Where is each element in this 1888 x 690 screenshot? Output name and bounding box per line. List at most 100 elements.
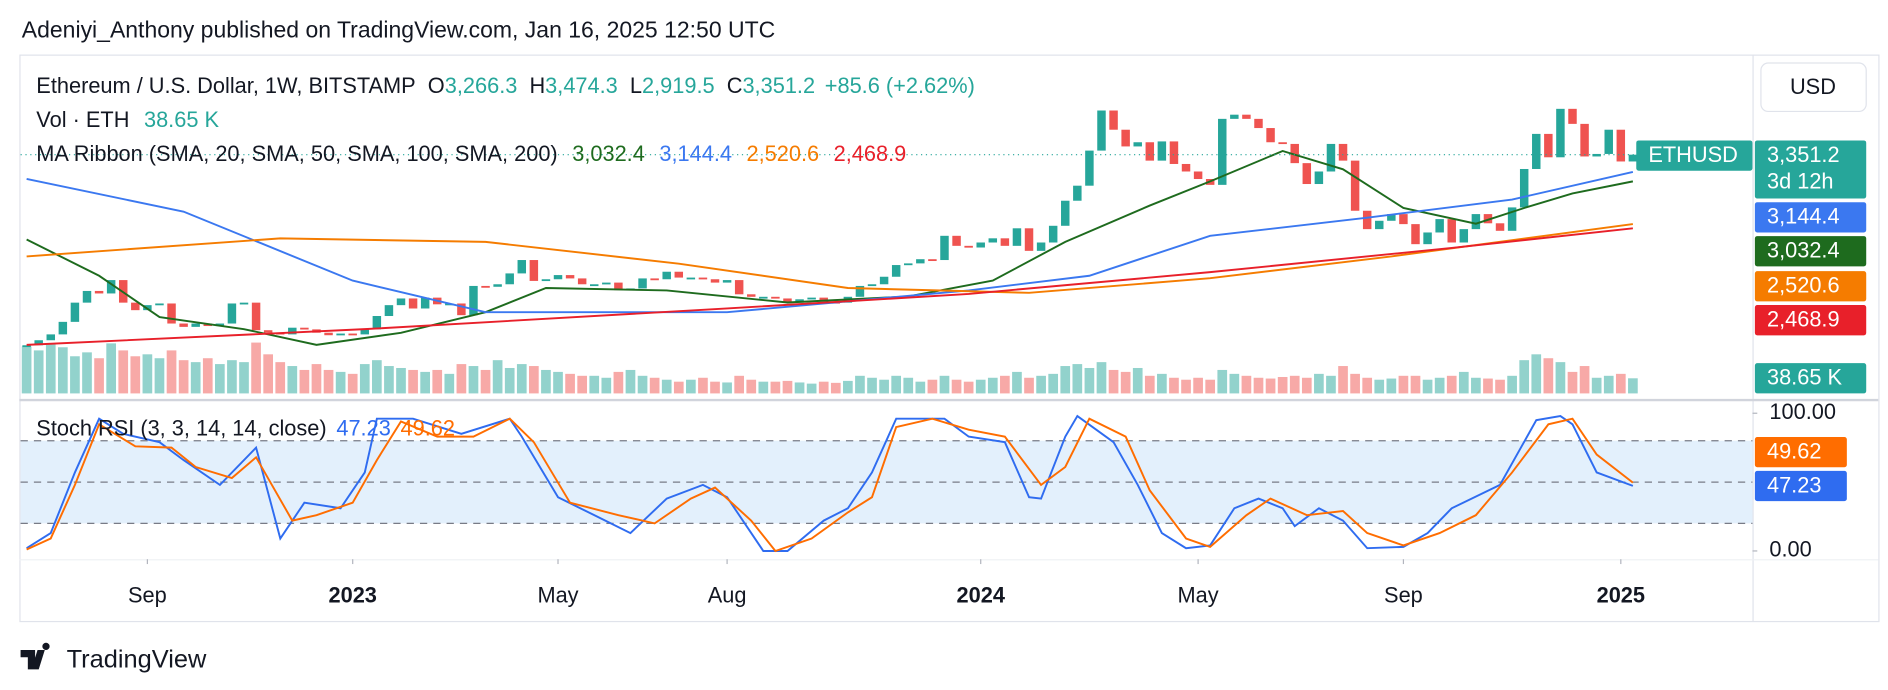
candle-body — [1048, 225, 1058, 243]
volume-bar — [830, 382, 841, 394]
stoch-name: Stoch RSI (3, 3, 14, 14, close) — [36, 415, 326, 440]
brand-name: TradingView — [67, 646, 207, 674]
currency-label[interactable]: USD — [1790, 74, 1836, 99]
candle-body — [1387, 214, 1396, 221]
volume-bar — [1241, 375, 1252, 394]
candle-body — [988, 238, 998, 243]
volume-bar — [130, 356, 141, 394]
volume-bar — [1579, 366, 1590, 394]
candle-body — [614, 282, 623, 291]
volume-bar — [1277, 376, 1288, 394]
candle-body — [288, 327, 297, 335]
candle-body — [1109, 110, 1118, 130]
volume-bar — [420, 371, 431, 394]
candle-body — [1193, 171, 1203, 180]
symbol-badge — [1636, 140, 1753, 171]
currency-button[interactable] — [1760, 62, 1867, 113]
stoch-value: 47.23 — [336, 415, 390, 440]
candle-body — [1519, 168, 1529, 208]
volume-bar — [722, 382, 732, 394]
candle-body — [1338, 143, 1348, 161]
change-percent: (+2.62%) — [886, 73, 975, 98]
volume-bar — [263, 354, 273, 394]
volume-bar — [1471, 377, 1481, 394]
candle-body — [1580, 123, 1589, 157]
ma-name: MA Ribbon (SMA, 20, SMA, 50, SMA, 100, S… — [36, 141, 557, 166]
candle-body — [1157, 141, 1167, 161]
candle-body — [1375, 220, 1384, 230]
volume-bar — [673, 381, 684, 394]
candle-body — [976, 242, 985, 248]
volume-bar — [1434, 377, 1445, 394]
volume-bar — [190, 362, 201, 394]
volume-bar — [541, 369, 551, 394]
ma-badge — [1754, 305, 1867, 336]
volume-bar — [118, 350, 129, 394]
volume-bar — [661, 379, 672, 394]
candle-body — [891, 265, 901, 277]
volume-bar — [142, 354, 153, 394]
ma-badge — [1754, 236, 1867, 267]
candle-body — [167, 303, 176, 324]
ohlc-key: O — [428, 73, 445, 98]
volume-bar — [867, 377, 877, 394]
volume-bar — [686, 379, 696, 394]
volume-bar — [396, 367, 406, 394]
stoch-badge-text: 47.23 — [1767, 472, 1821, 497]
candle-body — [396, 298, 406, 306]
volume-bar — [1314, 373, 1324, 394]
candle-body — [227, 303, 237, 324]
candle-body — [1507, 207, 1517, 231]
volume-bar — [45, 344, 56, 394]
volume-value: 38.65 K — [144, 107, 220, 132]
volume-bar — [480, 369, 491, 394]
stoch-badge-text: 49.62 — [1767, 438, 1821, 463]
candle-body — [1302, 163, 1312, 185]
candle-body — [324, 332, 333, 336]
candle-body — [300, 327, 309, 330]
candle-body — [469, 285, 478, 316]
candle-body — [336, 333, 345, 336]
volume-bar — [927, 379, 938, 394]
candle-body — [565, 275, 575, 279]
volume-bar — [1169, 377, 1179, 394]
volume-bar — [1483, 378, 1493, 394]
candle-body — [1290, 143, 1299, 164]
candle-body — [481, 285, 490, 288]
volume-bar — [82, 352, 92, 394]
legend-line: Vol · ETH 38.65 K — [36, 107, 219, 132]
volume-bar — [335, 371, 346, 394]
candle-body — [179, 323, 188, 327]
candle-body — [1169, 141, 1179, 164]
candle-body — [34, 340, 43, 346]
volume-bar — [601, 377, 612, 394]
candle-body — [191, 323, 200, 327]
candle-body — [58, 321, 68, 335]
ma-badge — [1754, 271, 1867, 302]
candle-body — [1326, 143, 1336, 172]
candle-body — [638, 278, 647, 289]
candle-body — [1435, 219, 1444, 233]
candle-body — [879, 276, 889, 285]
candle-body — [1073, 185, 1082, 201]
last-price-badge-text: 3d 12h — [1767, 169, 1834, 194]
candle-body — [1133, 142, 1142, 147]
candle-body — [1036, 242, 1046, 251]
volume-bar — [770, 381, 781, 394]
volume-bar — [1543, 358, 1554, 394]
candle-body — [94, 290, 104, 294]
candle-body — [1483, 214, 1493, 224]
candle-body — [1628, 154, 1638, 162]
volume-bar — [166, 350, 177, 394]
volume-bar — [734, 375, 745, 394]
candle-body — [783, 298, 792, 303]
volume-bar — [565, 373, 575, 394]
volume-bar — [698, 377, 708, 394]
volume-bar — [1024, 377, 1034, 394]
volume-badge — [1754, 363, 1867, 394]
volume-bar — [1398, 375, 1409, 394]
ma-badge — [1754, 202, 1867, 233]
volume-bar — [323, 369, 334, 394]
